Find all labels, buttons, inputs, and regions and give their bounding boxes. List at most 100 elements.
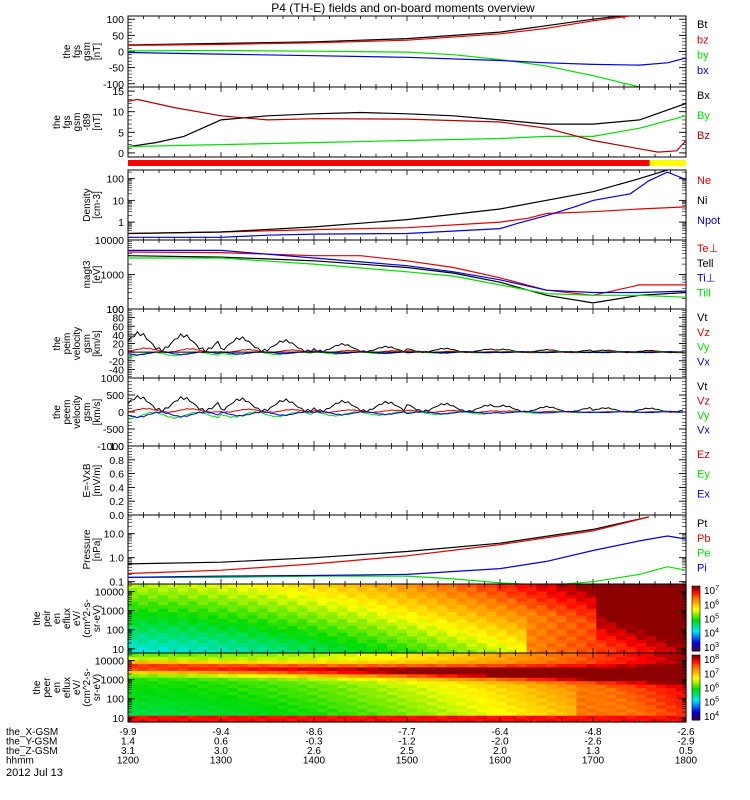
heatmap-cell [167, 711, 179, 716]
heatmap-cell [426, 666, 438, 671]
heatmap-cell [536, 670, 548, 675]
heatmap-cell [606, 697, 617, 702]
heatmap-cell [546, 666, 558, 671]
heatmap-cell [128, 704, 139, 709]
heatmap-cell [227, 604, 239, 609]
heatmap-cell [576, 590, 587, 595]
colorbar-frame [691, 654, 701, 721]
heatmap-cell [656, 590, 667, 595]
heatmap-cell [347, 597, 358, 602]
heatmap-cell [197, 625, 209, 630]
heatmap-cell [387, 718, 398, 723]
heatmap-cell [307, 708, 318, 713]
y-tick-label: 10000 [95, 587, 124, 599]
heatmap-cell [267, 694, 279, 699]
heatmap-cell [516, 663, 528, 668]
heatmap-cell [257, 642, 269, 647]
heatmap-cell [666, 701, 677, 706]
heatmap-cell [436, 608, 448, 613]
heatmap-cell [476, 711, 488, 716]
heatmap-cell [197, 718, 209, 723]
heatmap-cell [367, 680, 378, 685]
heatmap-cell [506, 670, 518, 675]
heatmap-cell [367, 718, 378, 723]
heatmap-cell [377, 632, 388, 637]
heatmap-cell [257, 694, 269, 699]
heatmap-cell [596, 677, 607, 682]
heatmap-cell [516, 604, 528, 609]
heatmap-cell [576, 611, 587, 616]
heatmap-cell [337, 590, 348, 595]
heatmap-cell [387, 673, 398, 678]
heatmap-cell [317, 615, 328, 620]
heatmap-cell [456, 704, 468, 709]
heatmap-cell [167, 608, 179, 613]
heatmap-cell [546, 673, 558, 678]
heatmap-cell [217, 615, 229, 620]
heatmap-cell [636, 611, 647, 616]
heatmap-cell [546, 697, 558, 702]
heatmap-cell [426, 715, 438, 720]
heatmap-cell [287, 608, 298, 613]
heatmap-cell [397, 621, 408, 626]
heatmap-cell [596, 708, 607, 713]
heatmap-cell [207, 663, 219, 668]
heatmap-cell [257, 690, 269, 695]
heatmap-cell [446, 677, 458, 682]
heatmap-cell [317, 625, 328, 630]
heatmap-cell [456, 701, 468, 706]
heatmap-cell [367, 628, 378, 633]
heatmap-cell [387, 639, 398, 644]
heatmap-cell [576, 666, 587, 671]
heatmap-cell [456, 677, 468, 682]
heatmap-cell [546, 684, 558, 689]
heatmap-cell [436, 697, 448, 702]
heatmap-cell [666, 680, 677, 685]
heatmap-cell [506, 621, 518, 626]
heatmap-cell [496, 642, 508, 647]
heatmap-cell [257, 625, 269, 630]
heatmap-cell [646, 594, 657, 599]
heatmap-cell [426, 621, 438, 626]
heatmap-cell [307, 628, 318, 633]
heatmap-cell [187, 690, 199, 695]
heatmap-cell [436, 594, 448, 599]
heatmap-cell [466, 635, 478, 640]
heatmap-cell [526, 584, 538, 589]
heatmap-cell [217, 694, 229, 699]
heatmap-cell [546, 653, 558, 658]
heatmap-cell [337, 628, 348, 633]
heatmap-cell [646, 673, 657, 678]
heatmap-cell [446, 690, 458, 695]
heatmap-cell [187, 694, 199, 699]
heatmap-cell [626, 697, 637, 702]
ephemeris-value: 2.0 [493, 746, 507, 757]
heatmap-cell [277, 601, 289, 606]
heatmap-cell [257, 639, 269, 644]
heatmap-cell [207, 608, 219, 613]
heatmap-cell [506, 635, 518, 640]
heatmap-cell [197, 711, 209, 716]
heatmap-cell [267, 601, 279, 606]
heatmap-cell [197, 601, 209, 606]
heatmap-cell [128, 594, 139, 599]
heatmap-cell [646, 656, 657, 661]
heatmap-cell [476, 639, 488, 644]
heatmap-cell [646, 704, 657, 709]
heatmap-cell [456, 587, 468, 592]
heatmap-cell [337, 687, 348, 692]
y-tick-label: 1000 [101, 675, 125, 687]
heatmap-cell [327, 646, 338, 651]
heatmap-cell [147, 659, 159, 664]
heatmap-cell [446, 615, 458, 620]
ephemeris-value: -2.0 [491, 737, 509, 748]
heatmap-cell [626, 684, 637, 689]
heatmap-cell [347, 673, 358, 678]
heatmap-cell [546, 615, 558, 620]
heatmap-cell [397, 604, 408, 609]
heatmap-cell [456, 646, 468, 651]
heatmap-cell [596, 697, 607, 702]
heatmap-cell [446, 649, 458, 654]
heatmap-cell [656, 656, 667, 661]
heatmap-cell [666, 618, 677, 623]
